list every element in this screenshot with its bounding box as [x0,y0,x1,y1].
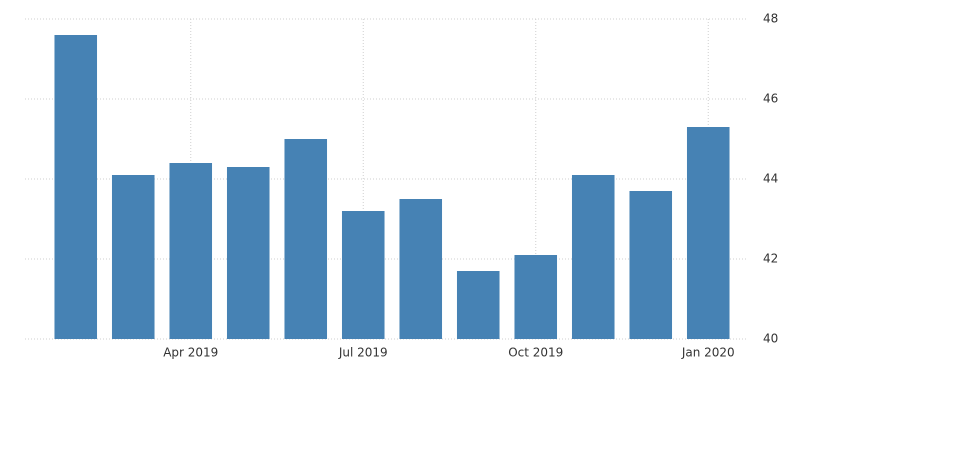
bar [456,271,500,339]
y-tick-label: 40 [763,332,778,346]
bar [54,35,98,339]
bar [226,167,270,339]
bar [169,163,213,339]
x-tick-label: Jul 2019 [338,346,388,360]
bar [111,175,155,339]
x-tick-label: Jan 2020 [681,346,735,360]
bar [686,127,730,339]
bar [629,191,673,339]
y-tick-label: 46 [763,92,778,106]
y-tick-label: 44 [763,172,778,186]
x-tick-label: Apr 2019 [163,346,218,360]
y-tick-label: 42 [763,252,778,266]
bar [284,139,328,339]
x-tick-label: Oct 2019 [508,346,563,360]
bar [341,211,385,339]
y-tick-label: 48 [763,12,778,26]
bar [571,175,615,339]
bar [514,255,558,339]
bar [399,199,443,339]
